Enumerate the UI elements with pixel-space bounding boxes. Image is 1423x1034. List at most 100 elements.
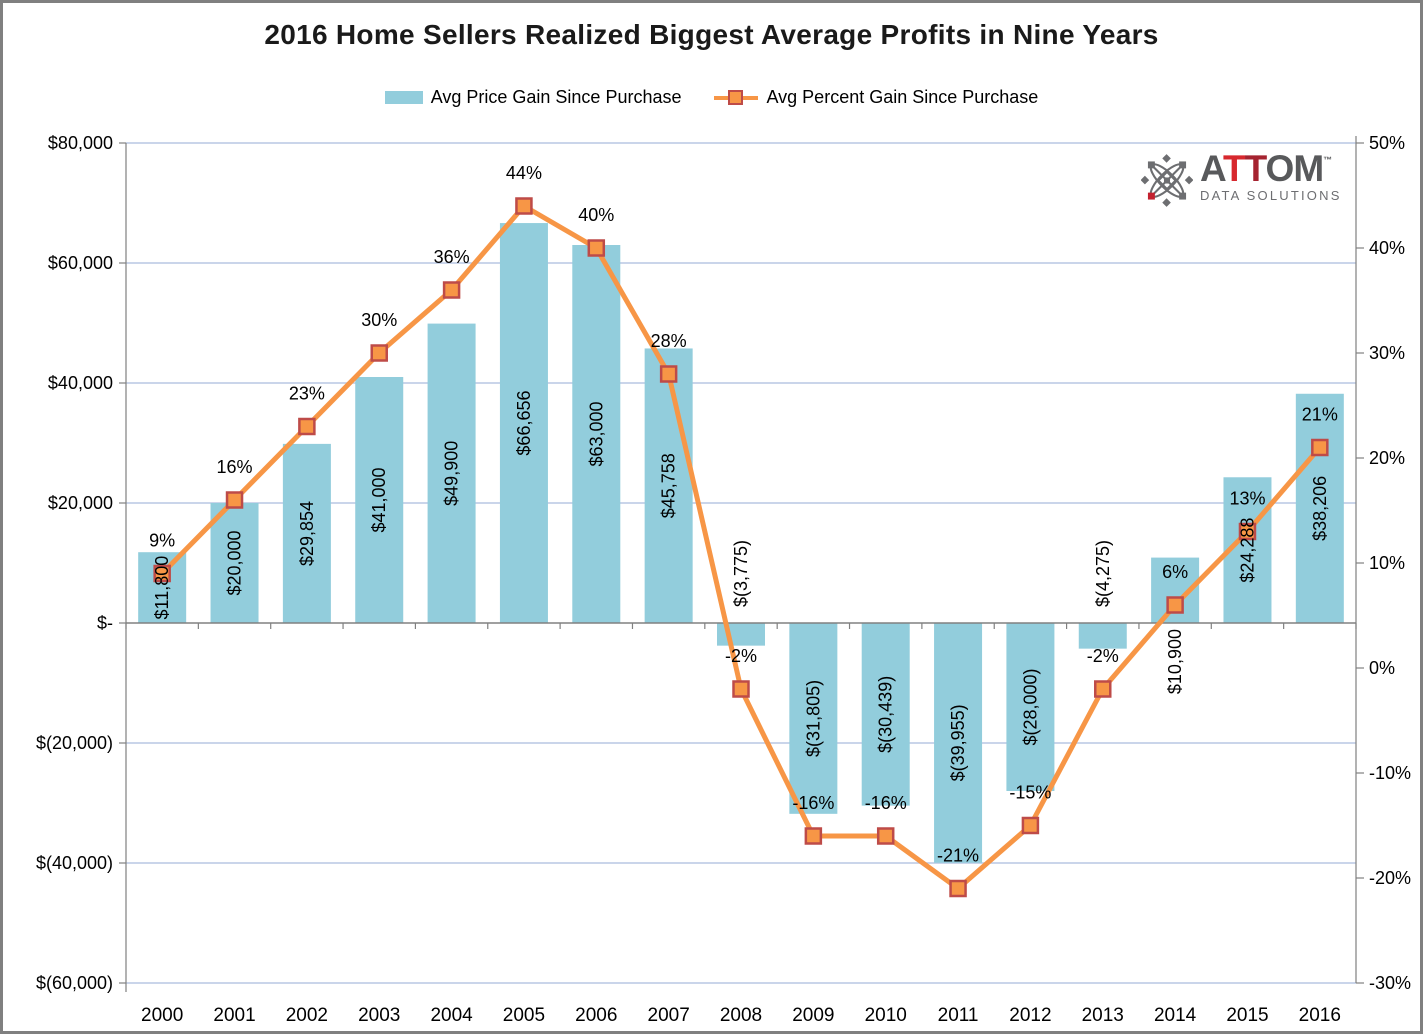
right-axis-label: 0% (1369, 658, 1395, 678)
bar-2000 (138, 552, 187, 623)
logo-letter-4: M (1293, 148, 1324, 189)
left-axis-label: $(60,000) (36, 973, 113, 993)
logo-letter-3: O (1265, 148, 1295, 189)
marker-2000 (153, 564, 171, 583)
x-axis-label-2006: 2006 (575, 1005, 617, 1026)
marker-2014 (1166, 596, 1184, 614)
right-axis-label: 30% (1369, 343, 1405, 363)
right-axis-label: 10% (1369, 553, 1405, 573)
bar-label-2004: $49,900 (442, 441, 462, 506)
legend-item-line-series: Avg Percent Gain Since Purchase (714, 87, 1038, 108)
x-axis-label-2001: 2001 (213, 1005, 255, 1026)
pct-label-2013: -2% (1087, 646, 1119, 666)
bar-2006 (572, 245, 621, 623)
marker-2012 (1021, 816, 1040, 835)
right-axis-label: -20% (1369, 868, 1411, 888)
bar-label-2002: $29,854 (297, 501, 317, 566)
x-axis-label-2000: 2000 (141, 1005, 183, 1026)
pct-label-2016: 21% (1302, 405, 1338, 425)
marker-2002 (298, 417, 316, 436)
line-series-swatch (714, 89, 759, 107)
bar-label-2009: $(31,805) (803, 680, 823, 757)
right-axis-label: 20% (1369, 448, 1405, 468)
bar-label-2011: $(39,955) (948, 704, 968, 781)
logo-letter-0: A (1200, 148, 1224, 189)
bar-label-2003: $41,000 (369, 467, 389, 532)
marker-2001 (225, 491, 244, 509)
pct-label-2002: 23% (289, 384, 325, 404)
marker-2015 (1238, 522, 1257, 541)
marker-2007 (659, 365, 678, 383)
plot-area: $11,800 $20,000 $29,854 $41,000 $49,900 $66,6… (36, 133, 1411, 1026)
pct-label-2000: 9% (149, 531, 175, 551)
bar-2013 (1078, 623, 1127, 649)
pct-label-2004: 36% (434, 247, 470, 267)
logo-subtitle: DATA SOLUTIONS (1200, 188, 1342, 204)
x-axis-label-2016: 2016 (1299, 1005, 1341, 1026)
logo-wordmark: ATTOM™ (1200, 150, 1342, 187)
pct-label-2001: 16% (217, 457, 253, 477)
left-axis-label: $60,000 (48, 253, 113, 273)
marker-2003 (370, 344, 388, 362)
bar-series-swatch (384, 91, 423, 104)
bar-2003 (355, 377, 404, 623)
bar-2007 (644, 348, 693, 623)
logo-letter-1: T (1222, 148, 1246, 189)
right-axis-label: -10% (1369, 763, 1411, 783)
bar-label-2010: $(30,439) (876, 676, 896, 753)
x-axis-label-2013: 2013 (1082, 1005, 1124, 1026)
bar-label-2015: $24,288 (1237, 518, 1257, 583)
bar-2009 (789, 623, 838, 814)
x-axis-label-2008: 2008 (720, 1005, 762, 1026)
x-axis-label-2007: 2007 (648, 1005, 690, 1026)
x-axis-label-2009: 2009 (792, 1005, 834, 1026)
bar-2012 (1006, 623, 1055, 791)
pct-label-2012: -15% (1009, 783, 1051, 803)
bar-label-2006: $63,000 (586, 401, 606, 466)
marker-2009 (804, 827, 823, 845)
bar-label-2008: $(3,775) (731, 540, 751, 607)
right-axis-label: 40% (1369, 238, 1405, 258)
logo-letter-2: T (1244, 148, 1267, 189)
legend-item-bar-series: Avg Price Gain Since Purchase (384, 87, 682, 108)
pct-label-2011: -21% (937, 846, 979, 866)
legend-label-bar-series: Avg Price Gain Since Purchase (430, 87, 682, 107)
bar-2004 (427, 323, 476, 623)
bar-label-2007: $45,758 (659, 453, 679, 518)
bar-2002 (282, 443, 331, 623)
left-axis-label: $20,000 (48, 493, 113, 513)
x-axis-label-2015: 2015 (1226, 1005, 1268, 1026)
pct-label-2015: 13% (1229, 489, 1265, 509)
pct-label-2005: 44% (506, 163, 542, 183)
bar-2001 (210, 503, 259, 623)
bar-2016 (1295, 393, 1344, 623)
pct-label-2014: 6% (1162, 562, 1188, 582)
left-axis-label: $80,000 (48, 133, 113, 153)
marker-2006 (587, 239, 606, 257)
legend: Avg Price Gain Since Purchase Avg Percen… (3, 87, 1420, 108)
marker-2016 (1311, 438, 1329, 457)
x-axis-label-2002: 2002 (286, 1005, 328, 1026)
trademark-symbol: ™ (1323, 155, 1333, 165)
x-axis-label-2010: 2010 (865, 1005, 907, 1026)
pct-label-2007: 28% (651, 331, 687, 351)
x-axis-label-2012: 2012 (1009, 1005, 1051, 1026)
marker-2010 (876, 827, 895, 845)
right-axis-label: 50% (1369, 133, 1405, 153)
pct-label-2009: -16% (792, 793, 834, 813)
pct-label-2006: 40% (578, 205, 614, 225)
right-axis-label: -30% (1369, 973, 1411, 993)
line-swatch-marker-icon (728, 89, 744, 105)
bar-label-2012: $(28,000) (1020, 668, 1040, 745)
bar-label-2014: $10,900 (1165, 629, 1185, 694)
left-axis-label: $- (97, 613, 113, 633)
bar-label-2016: $38,206 (1310, 476, 1330, 541)
x-axis-label-2003: 2003 (358, 1005, 400, 1026)
attom-logo: ATTOM™ DATA SOLUTIONS (1141, 150, 1342, 208)
bar-label-2013: $(4,275) (1093, 540, 1113, 607)
marker-2008 (732, 680, 750, 698)
x-axis-label-2005: 2005 (503, 1005, 545, 1026)
x-axis-label-2004: 2004 (430, 1005, 473, 1026)
left-axis-label: $40,000 (48, 373, 113, 393)
x-axis-label-2014: 2014 (1154, 1005, 1197, 1026)
